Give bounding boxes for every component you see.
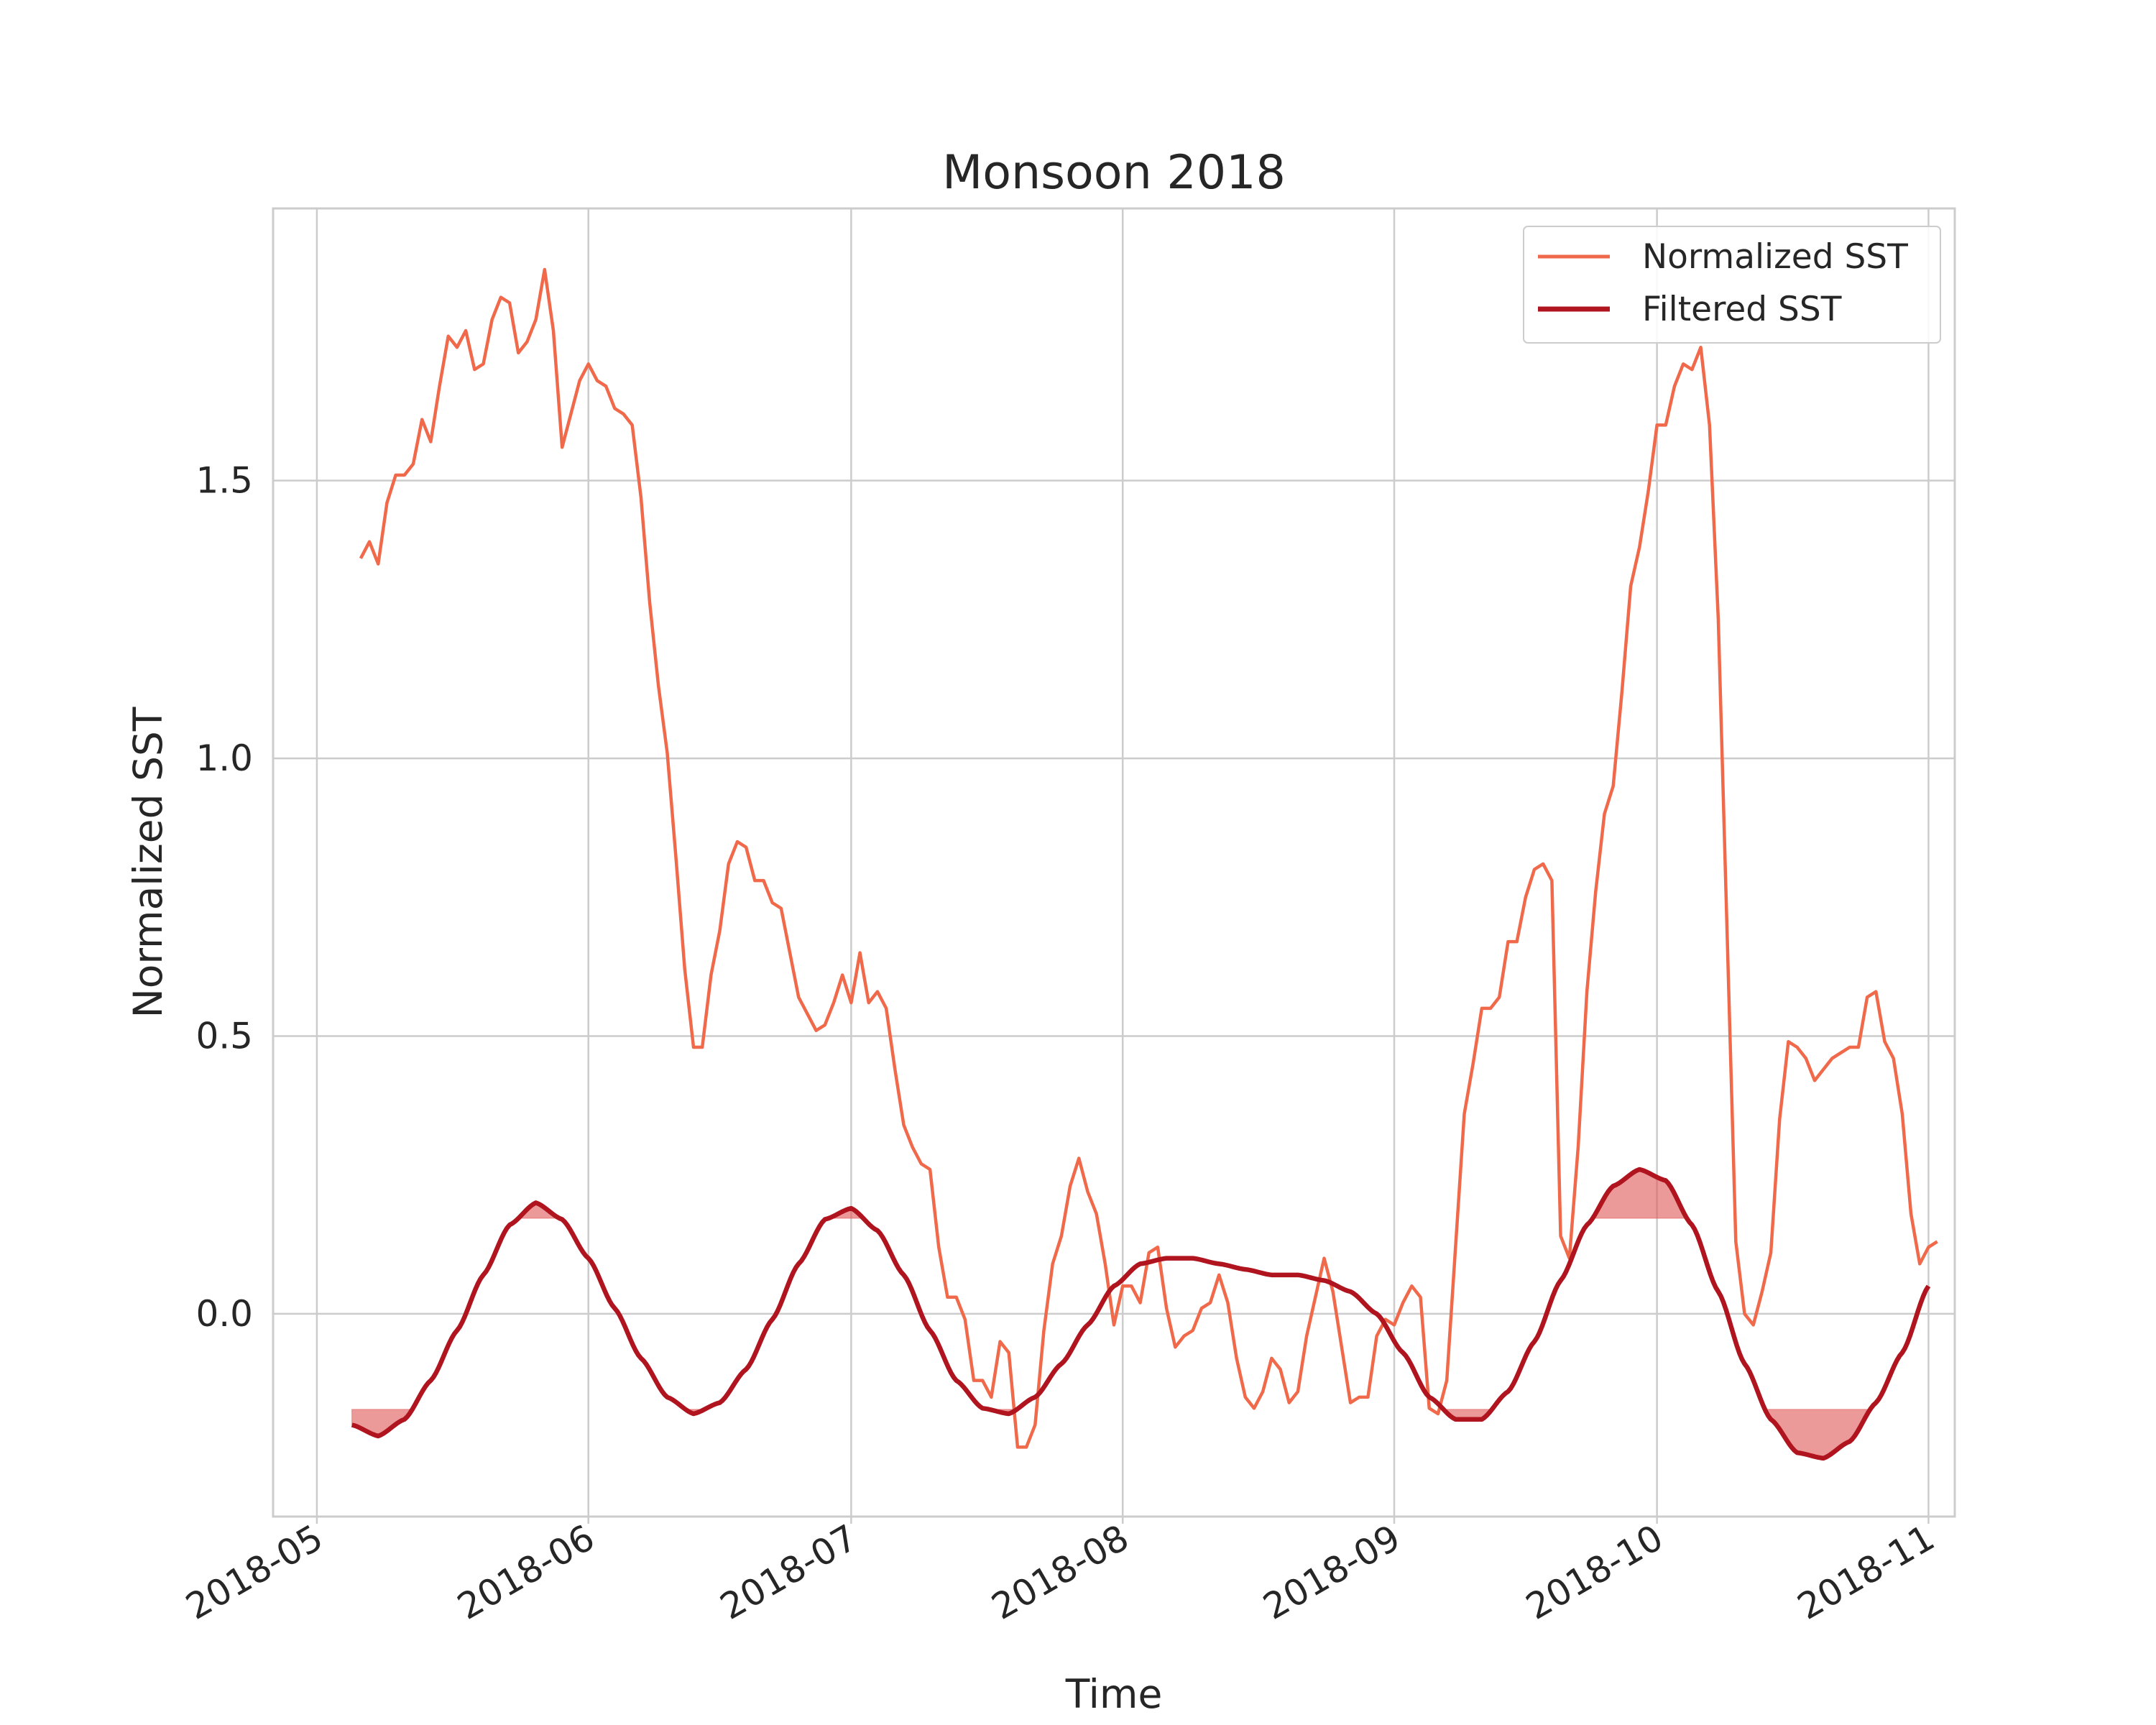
y-tick-labels: 0.0 0.5 1.0 1.5: [195, 460, 253, 1335]
y-tick-label: 1.5: [195, 460, 253, 502]
legend: Normalized SST Filtered SST: [1523, 226, 1941, 344]
plot-area: [272, 207, 1956, 1518]
legend-label-filtered-sst: Filtered SST: [1642, 290, 1842, 329]
x-tick-label: 2018-08: [985, 1517, 1135, 1628]
x-tick-label: 2018-06: [451, 1517, 602, 1628]
y-tick-label: 0.5: [195, 1016, 253, 1057]
legend-label-normalized-sst: Normalized SST: [1642, 237, 1908, 277]
series-line-filtered-sst: [351, 1167, 1931, 1461]
series-line-normalized-sst: [359, 267, 1938, 1449]
chart-title: Monsoon 2018: [942, 146, 1286, 200]
x-tick-labels: 2018-05 2018-06 2018-07 2018-08 2018-09 2018-…: [179, 1517, 1941, 1628]
x-axis-title: Time: [1065, 1671, 1163, 1717]
x-tick-label: 2018-09: [1256, 1517, 1407, 1628]
x-tick-label: 2018-10: [1519, 1517, 1670, 1628]
x-tick-label: 2018-07: [713, 1517, 864, 1628]
series-lines: [351, 267, 1938, 1461]
x-tick-label: 2018-11: [1791, 1517, 1942, 1628]
y-tick-label: 0.0: [195, 1293, 253, 1335]
y-tick-label: 1.0: [195, 737, 253, 779]
x-tick-label: 2018-05: [179, 1517, 330, 1628]
y-axis-title: Normalized SST: [125, 707, 171, 1018]
legend-frame: [1523, 226, 1941, 344]
x-gridlines: [315, 208, 1930, 1524]
